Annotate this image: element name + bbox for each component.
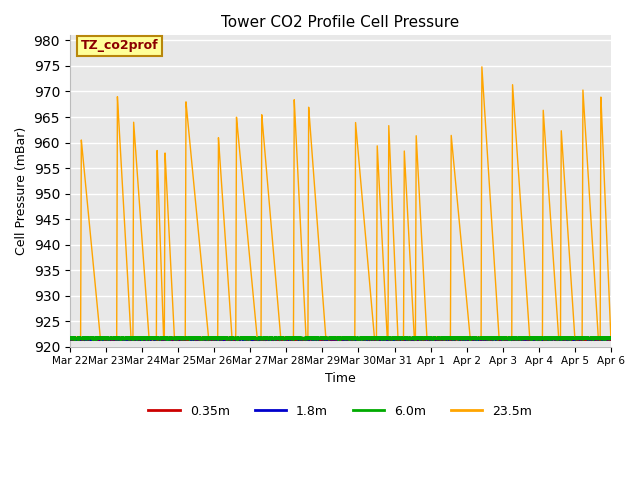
Title: Tower CO2 Profile Cell Pressure: Tower CO2 Profile Cell Pressure	[221, 15, 460, 30]
Text: TZ_co2prof: TZ_co2prof	[81, 39, 158, 52]
Y-axis label: Cell Pressure (mBar): Cell Pressure (mBar)	[15, 127, 28, 255]
X-axis label: Time: Time	[325, 372, 356, 385]
Legend: 0.35m, 1.8m, 6.0m, 23.5m: 0.35m, 1.8m, 6.0m, 23.5m	[143, 400, 538, 423]
